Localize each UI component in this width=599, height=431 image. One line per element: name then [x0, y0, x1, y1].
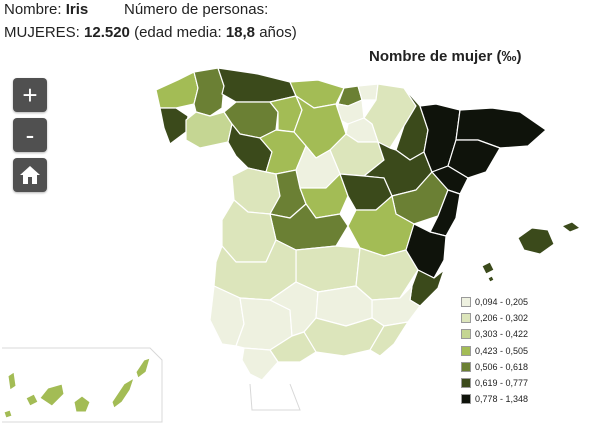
- legend-item: 0,619 - 0,777: [461, 375, 528, 391]
- legend-item: 0,506 - 0,618: [461, 359, 528, 375]
- legend-item: 0,778 - 1,348: [461, 391, 528, 407]
- legend-swatch: [461, 345, 471, 356]
- legend-item: 0,303 - 0,422: [461, 326, 528, 342]
- legend-label: 0,303 - 0,422: [475, 329, 529, 340]
- home-button[interactable]: [13, 158, 47, 192]
- province-cadiz[interactable]: [241, 347, 279, 381]
- legend-swatch: [461, 329, 471, 340]
- province-lugo[interactable]: [193, 67, 225, 117]
- legend-label: 0,206 - 0,302: [475, 313, 529, 324]
- legend-label: 0,778 - 1,348: [475, 394, 529, 405]
- nombre-label: Nombre:: [4, 1, 62, 18]
- legend-swatch: [461, 297, 471, 308]
- edad-suffix: años): [259, 24, 297, 41]
- island-mallorca[interactable]: [517, 227, 555, 255]
- mujeres-label: MUJERES:: [4, 24, 80, 41]
- island-menorca[interactable]: [560, 221, 582, 233]
- legend-swatch: [461, 378, 471, 389]
- home-icon: [20, 166, 40, 184]
- nombre-value: Iris: [65, 1, 89, 18]
- province-tarragona[interactable]: [431, 165, 469, 195]
- legend-item: 0,206 - 0,302: [461, 310, 528, 326]
- island-el-hierro[interactable]: [3, 409, 13, 419]
- legend-item: 0,423 - 0,505: [461, 343, 528, 359]
- legend-label: 0,506 - 0,618: [475, 361, 529, 372]
- name-line: Nombre: Iris: [4, 1, 88, 19]
- mujeres-line: MUJERES: 12.520 (edad media: 18,8 años): [4, 24, 297, 42]
- mujeres-value: 12.520: [84, 24, 130, 41]
- province-pontevedra[interactable]: [159, 107, 189, 145]
- island-gran-canaria[interactable]: [73, 395, 91, 413]
- province-ourense[interactable]: [185, 111, 233, 149]
- island-ibiza[interactable]: [481, 261, 495, 275]
- province-a-coruna[interactable]: [155, 71, 199, 109]
- legend-item: 0,094 - 0,205: [461, 294, 528, 310]
- legend-swatch: [461, 313, 471, 324]
- legend-label: 0,619 - 0,777: [475, 378, 529, 389]
- edad-value: 18,8: [225, 24, 256, 41]
- plus-icon: +: [22, 79, 38, 110]
- legend-label: 0,423 - 0,505: [475, 345, 529, 356]
- island-la-palma[interactable]: [7, 371, 17, 391]
- legend-swatch: [461, 394, 471, 405]
- edad-prefix: (edad media:: [134, 24, 222, 41]
- legend-label: 0,094 - 0,205: [475, 297, 529, 308]
- minus-icon: -: [25, 119, 35, 150]
- canary-frame: [2, 347, 163, 423]
- province-asturias[interactable]: [217, 67, 297, 103]
- personas-label: Número de personas:: [124, 1, 269, 18]
- zoom-out-button[interactable]: -: [13, 118, 47, 152]
- map-title: Nombre de mujer (‰): [369, 48, 522, 65]
- island-fuerteventura[interactable]: [111, 376, 135, 409]
- city-ceuta: [249, 383, 301, 411]
- zoom-in-button[interactable]: +: [13, 78, 47, 112]
- province-almeria[interactable]: [369, 321, 409, 357]
- province-ciudad-real[interactable]: [295, 245, 361, 293]
- legend-swatch: [461, 361, 471, 372]
- map-legend: 0,094 - 0,205 0,206 - 0,302 0,303 - 0,422 0…: [461, 294, 528, 407]
- province-gipuzkoa[interactable]: [357, 83, 379, 101]
- island-tenerife[interactable]: [39, 383, 65, 407]
- island-la-gomera[interactable]: [25, 393, 39, 407]
- island-lanzarote[interactable]: [135, 357, 151, 379]
- island-formentera[interactable]: [487, 275, 495, 283]
